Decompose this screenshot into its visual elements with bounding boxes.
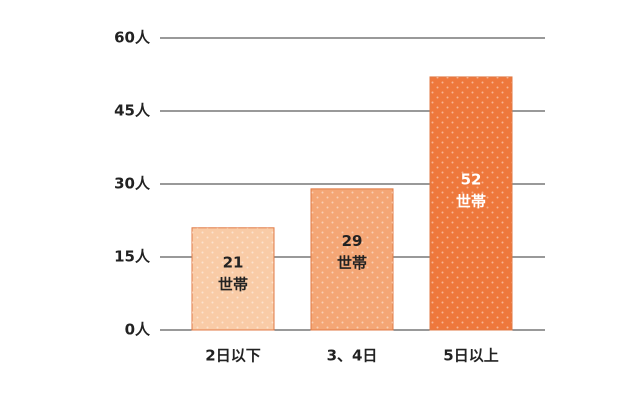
value-label: 29: [342, 232, 363, 250]
y-tick-label: 30人: [114, 175, 151, 193]
x-tick-label: 5日以上: [443, 347, 498, 365]
y-tick-label: 15人: [114, 248, 151, 266]
value-label: 世帯: [337, 254, 367, 272]
x-tick-label: 2日以下: [205, 347, 260, 365]
x-tick-label: 3、4日: [327, 347, 378, 365]
value-label: 21: [223, 253, 244, 271]
y-tick-label: 60人: [114, 29, 151, 47]
value-label: 世帯: [456, 192, 486, 210]
value-label: 世帯: [218, 275, 248, 293]
y-tick-label: 0人: [125, 321, 151, 339]
value-label: 52: [461, 170, 482, 188]
y-tick-label: 45人: [114, 102, 151, 120]
